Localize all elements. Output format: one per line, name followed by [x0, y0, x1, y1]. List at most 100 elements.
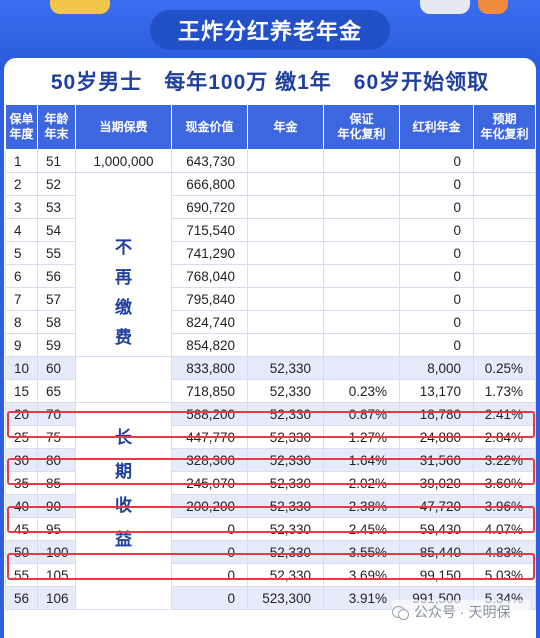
cell-guaranteed-rate [323, 218, 400, 242]
cell-expected-rate [473, 287, 536, 311]
cell-policy-year: 8 [5, 310, 38, 334]
header-guaranteed-rate: 保证 年化复利 [323, 104, 400, 150]
cell-policy-year: 15 [5, 379, 38, 403]
cell-expected-rate: 4.83% [473, 540, 536, 564]
no-more-payment-char: 再 [115, 268, 132, 287]
highlight-row-50 [7, 553, 535, 580]
cell-annuity [247, 195, 324, 219]
highlight-row-30 [7, 458, 535, 485]
cell-guaranteed-rate [323, 333, 400, 357]
no-more-payment-char: 缴 [115, 298, 132, 317]
table-row: 15 65 718,850 52,330 0.23% 13,170 1.73% [5, 379, 536, 403]
cell-bonus-annuity: 0 [399, 195, 474, 219]
cell-guaranteed-rate: 0.87% [323, 402, 400, 426]
cell-age: 60 [37, 356, 76, 380]
no-more-payment-label: 不再缴费 [75, 172, 172, 357]
no-more-payment-char: 费 [115, 328, 132, 347]
cell-age: 55 [37, 241, 76, 265]
header-premium: 当期保费 [75, 104, 172, 150]
cell-age: 57 [37, 287, 76, 311]
table-row: 6 56 768,040 0 [5, 264, 536, 288]
cell-policy-year: 30 [5, 448, 38, 472]
cell-cash-value: 0 [171, 540, 248, 564]
header-policy-year: 保单 年度 [5, 104, 38, 150]
cell-policy-year: 3 [5, 195, 38, 219]
cell-guaranteed-rate [323, 310, 400, 334]
page-title: 王炸分红养老年金 [150, 10, 390, 50]
cell-expected-rate: 0.25% [473, 356, 536, 380]
wechat-icon [392, 605, 410, 620]
banner-decoration-right [478, 0, 508, 14]
cell-cash-value: 718,850 [171, 379, 248, 403]
long-term-return-char: 收 [115, 496, 132, 515]
cell-expected-rate [473, 241, 536, 265]
no-more-payment-char: 不 [115, 238, 132, 257]
cell-age: 106 [37, 586, 76, 610]
plan-subtitle: 50岁男士 每年100万 缴1年 60岁开始领取 [50, 71, 490, 94]
cell-cash-value: 666,800 [171, 172, 248, 196]
header-expected-rate: 预期 年化复利 [473, 104, 536, 150]
banner-decoration-left [50, 0, 110, 14]
cell-cash-value: 328,300 [171, 448, 248, 472]
cell-guaranteed-rate [323, 287, 400, 311]
cell-guaranteed-rate [323, 241, 400, 265]
cell-age: 105 [37, 563, 76, 587]
header-annuity: 年金 [247, 104, 324, 150]
benefit-table: 保单 年度 年龄 年末 当期保费 现金价值 年金 保证 年化复利 红利年金 预期 年化复… [5, 104, 536, 610]
cell-annuity [247, 241, 324, 265]
watermark: 公众号 · 天明保 [392, 600, 530, 624]
cell-cash-value: 824,740 [171, 310, 248, 334]
cell-age: 80 [37, 448, 76, 472]
cell-age: 100 [37, 540, 76, 564]
table-row: 7 57 795,840 0 [5, 287, 536, 311]
cell-bonus-annuity: 0 [399, 310, 474, 334]
cell-annuity: 523,300 [247, 586, 324, 610]
cell-annuity: 52,330 [247, 517, 324, 541]
cell-expected-rate [473, 264, 536, 288]
highlight-row-20 [7, 411, 535, 438]
cell-policy-year: 7 [5, 287, 38, 311]
cell-annuity [247, 149, 324, 173]
cell-guaranteed-rate: 0.23% [323, 379, 400, 403]
cell-cash-value: 643,730 [171, 149, 248, 173]
cell-cash-value: 854,820 [171, 333, 248, 357]
cell-age: 54 [37, 218, 76, 242]
cell-age: 53 [37, 195, 76, 219]
cell-policy-year: 55 [5, 563, 38, 587]
cell-cash-value: 768,040 [171, 264, 248, 288]
table-row: 8 58 824,740 0 [5, 310, 536, 334]
banner-decoration-mid [420, 0, 470, 14]
cell-cash-value: 833,800 [171, 356, 248, 380]
cell-expected-rate [473, 149, 536, 173]
cell-policy-year: 10 [5, 356, 38, 380]
cell-age: 70 [37, 402, 76, 426]
cell-bonus-annuity: 0 [399, 333, 474, 357]
cell-bonus-annuity: 13,170 [399, 379, 474, 403]
cell-policy-year: 6 [5, 264, 38, 288]
cell-cash-value: 715,540 [171, 218, 248, 242]
cell-expected-rate [473, 172, 536, 196]
cell-guaranteed-rate [323, 149, 400, 173]
cell-annuity [247, 264, 324, 288]
cell-age: 59 [37, 333, 76, 357]
table-card: 50岁男士 每年100万 缴1年 60岁开始领取 保单 年度 年龄 年末 当期保费 … [4, 58, 536, 638]
cell-age: 95 [37, 517, 76, 541]
long-term-return-char: 期 [115, 462, 132, 481]
cell-age: 52 [37, 172, 76, 196]
table-row: 4 54 715,540 0 [5, 218, 536, 242]
cell-annuity: 52,330 [247, 402, 324, 426]
cell-policy-year: 9 [5, 333, 38, 357]
cell-guaranteed-rate [323, 356, 400, 380]
cell-annuity: 52,330 [247, 356, 324, 380]
cell-age: 65 [37, 379, 76, 403]
cell-guaranteed-rate: 2.45% [323, 517, 400, 541]
cell-policy-year: 20 [5, 402, 38, 426]
cell-annuity [247, 172, 324, 196]
cell-guaranteed-rate [323, 172, 400, 196]
cell-bonus-annuity: 0 [399, 264, 474, 288]
cell-premium [75, 356, 172, 403]
cell-expected-rate [473, 333, 536, 357]
table-row: 50 100 0 52,330 3.55% 85,440 4.83% [5, 540, 536, 564]
cell-guaranteed-rate: 3.91% [323, 586, 400, 610]
cell-policy-year: 5 [5, 241, 38, 265]
